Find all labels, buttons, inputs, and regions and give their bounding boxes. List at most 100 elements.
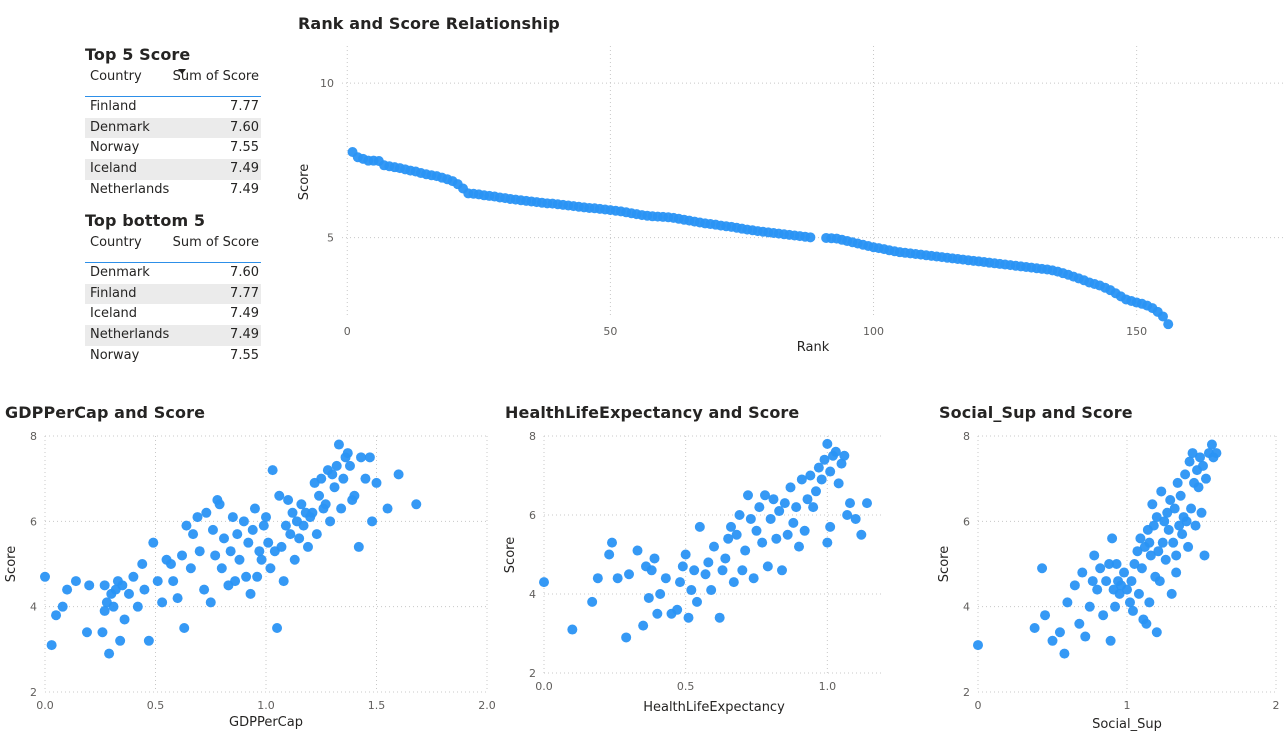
- data-point[interactable]: [1154, 576, 1165, 587]
- table-row[interactable]: Netherlands 7.49: [85, 180, 261, 201]
- data-point[interactable]: [649, 553, 660, 564]
- data-point[interactable]: [1163, 319, 1174, 330]
- health-score-scatter-chart[interactable]: 2 4 6 8 0.0 0.5 1.0 HealthLifeExpectancy Score: [500, 425, 930, 731]
- data-point[interactable]: [683, 612, 694, 623]
- data-point[interactable]: [771, 533, 782, 544]
- data-point[interactable]: [241, 571, 252, 582]
- data-point[interactable]: [298, 520, 309, 531]
- data-point[interactable]: [1171, 550, 1182, 561]
- data-point[interactable]: [1029, 623, 1040, 633]
- data-point[interactable]: [1153, 546, 1164, 557]
- data-point[interactable]: [740, 545, 751, 556]
- data-point[interactable]: [621, 632, 632, 643]
- data-point[interactable]: [258, 520, 269, 531]
- data-point[interactable]: [128, 571, 139, 582]
- data-point[interactable]: [314, 490, 325, 501]
- data-point[interactable]: [143, 635, 154, 646]
- data-point[interactable]: [1145, 550, 1156, 561]
- data-point[interactable]: [660, 573, 671, 584]
- data-point[interactable]: [1111, 559, 1122, 569]
- data-point[interactable]: [1054, 627, 1065, 638]
- data-point[interactable]: [243, 537, 254, 548]
- data-point[interactable]: [261, 512, 271, 523]
- table-row[interactable]: Norway 7.55: [85, 346, 261, 367]
- data-point[interactable]: [825, 521, 836, 532]
- data-point[interactable]: [726, 521, 736, 532]
- data-point[interactable]: [692, 596, 702, 607]
- data-point[interactable]: [289, 554, 300, 565]
- data-point[interactable]: [165, 559, 176, 569]
- data-point[interactable]: [70, 576, 81, 587]
- data-point[interactable]: [794, 541, 804, 552]
- data-point[interactable]: [592, 573, 603, 584]
- data-point[interactable]: [210, 550, 221, 561]
- data-point[interactable]: [411, 499, 422, 510]
- data-point[interactable]: [81, 627, 92, 638]
- data-point[interactable]: [185, 563, 196, 574]
- data-point[interactable]: [137, 559, 148, 569]
- data-point[interactable]: [57, 601, 68, 612]
- data-point[interactable]: [278, 576, 289, 587]
- data-point[interactable]: [856, 529, 867, 540]
- data-point[interactable]: [1124, 597, 1135, 608]
- data-point[interactable]: [247, 524, 258, 535]
- data-point[interactable]: [1062, 597, 1073, 608]
- data-point[interactable]: [214, 499, 225, 510]
- data-point[interactable]: [283, 495, 294, 505]
- data-point[interactable]: [40, 571, 50, 582]
- data-point[interactable]: [168, 576, 179, 587]
- data-point[interactable]: [234, 554, 245, 565]
- data-point[interactable]: [655, 589, 666, 599]
- data-point[interactable]: [680, 549, 691, 560]
- data-point[interactable]: [1040, 610, 1051, 621]
- data-point[interactable]: [1196, 507, 1207, 518]
- data-point[interactable]: [802, 494, 813, 505]
- data-point[interactable]: [225, 546, 236, 557]
- data-point[interactable]: [344, 460, 355, 471]
- data-point[interactable]: [333, 439, 344, 450]
- data-point[interactable]: [356, 452, 367, 463]
- data-point[interactable]: [148, 537, 159, 548]
- data-point[interactable]: [108, 601, 119, 612]
- data-point[interactable]: [822, 438, 833, 449]
- data-point[interactable]: [706, 585, 717, 596]
- data-point[interactable]: [745, 513, 756, 524]
- data-point[interactable]: [177, 550, 188, 561]
- data-point[interactable]: [799, 525, 810, 536]
- data-point[interactable]: [689, 565, 700, 576]
- data-point[interactable]: [172, 593, 183, 604]
- data-point[interactable]: [285, 529, 296, 540]
- column-header-country[interactable]: Country: [90, 235, 142, 250]
- data-point[interactable]: [157, 597, 168, 608]
- data-point[interactable]: [796, 474, 807, 485]
- data-point[interactable]: [1197, 460, 1208, 471]
- data-point[interactable]: [1107, 533, 1118, 544]
- data-point[interactable]: [1200, 473, 1211, 484]
- data-point[interactable]: [245, 588, 256, 599]
- data-point[interactable]: [788, 517, 799, 528]
- data-point[interactable]: [1144, 597, 1155, 608]
- data-point[interactable]: [307, 507, 318, 518]
- data-point[interactable]: [364, 452, 375, 463]
- data-point[interactable]: [748, 573, 759, 584]
- data-point[interactable]: [327, 469, 338, 480]
- data-point[interactable]: [360, 473, 371, 484]
- data-point[interactable]: [1126, 576, 1137, 587]
- data-point[interactable]: [201, 507, 212, 518]
- data-point[interactable]: [782, 529, 793, 540]
- table-row[interactable]: Finland 7.77: [85, 97, 261, 118]
- data-point[interactable]: [320, 499, 331, 510]
- data-point[interactable]: [123, 588, 134, 599]
- data-point[interactable]: [62, 584, 73, 595]
- data-point[interactable]: [842, 510, 853, 520]
- data-point[interactable]: [1186, 503, 1197, 514]
- data-point[interactable]: [822, 537, 833, 548]
- data-point[interactable]: [1184, 456, 1195, 467]
- gdp-score-scatter-chart[interactable]: 2 4 6 8 0.0 0.5 1.0 1.5 2.0 GDPPerCap Score: [0, 425, 500, 731]
- data-point[interactable]: [97, 627, 108, 638]
- data-point[interactable]: [1092, 584, 1103, 595]
- data-point[interactable]: [194, 546, 205, 557]
- data-point[interactable]: [230, 576, 241, 587]
- data-point[interactable]: [1136, 563, 1147, 574]
- data-point[interactable]: [643, 592, 654, 603]
